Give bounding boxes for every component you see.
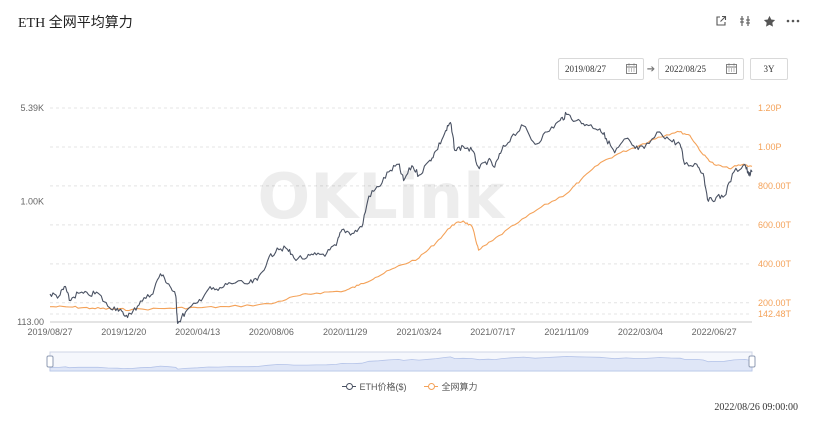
x-tick-label: 2022/03/04 — [618, 327, 663, 337]
legend-item-price[interactable]: ETH价格($) — [342, 380, 406, 393]
y-right-tick-label: 1.00P — [758, 142, 782, 152]
x-tick-label: 2022/06/27 — [692, 327, 737, 337]
end-date-field[interactable]: 2022/08/25 — [658, 58, 744, 80]
x-tick-label: 2021/11/09 — [544, 327, 588, 337]
x-tick-label: 2021/07/17 — [470, 327, 515, 337]
toolbar — [714, 14, 800, 28]
y-right-tick-label: 400.00T — [758, 259, 792, 269]
legend-price-label: ETH价格($) — [359, 382, 407, 392]
start-date-field[interactable]: 2019/08/27 — [558, 58, 644, 80]
x-tick-label: 2020/11/29 — [323, 327, 367, 337]
navigator-handle-right[interactable] — [748, 355, 756, 368]
x-tick-label: 2019/08/27 — [27, 327, 72, 337]
share-icon[interactable] — [714, 14, 728, 28]
end-date-value: 2022/08/25 — [665, 64, 707, 74]
y-right-tick-label: 142.48T — [758, 309, 792, 319]
compare-icon[interactable] — [738, 14, 752, 28]
x-tick-label: 2020/08/06 — [249, 327, 294, 337]
legend-hashrate-label: 全网算力 — [441, 382, 478, 392]
y-left-tick-label: 5.39K — [20, 103, 44, 113]
calendar-icon — [626, 63, 637, 76]
chart-card: ETH 全网平均算力 2019/08/27 ➔ 2022/08/25 — [6, 0, 814, 428]
legend-price-marker — [342, 383, 357, 391]
legend-hashrate-marker — [424, 383, 439, 391]
page-title: ETH 全网平均算力 — [18, 16, 133, 31]
legend-item-hashrate[interactable]: 全网算力 — [424, 380, 478, 393]
navigator-handle-left[interactable] — [46, 355, 54, 368]
x-tick-label: 2020/04/13 — [175, 327, 220, 337]
x-tick-label: 2021/03/24 — [396, 327, 441, 337]
date-range-picker: 2019/08/27 ➔ 2022/08/25 3Y — [558, 58, 788, 80]
range-3y-button[interactable]: 3Y — [750, 58, 788, 80]
hashrate-series-line — [50, 130, 753, 312]
star-icon[interactable] — [762, 14, 776, 28]
y-right-tick-label: 200.00T — [758, 298, 792, 308]
navigator-series — [49, 355, 753, 372]
watermark: OKLink — [258, 160, 507, 233]
y-right-tick-label: 600.00T — [758, 220, 792, 230]
chart-legend: ETH价格($) 全网算力 — [6, 380, 814, 393]
start-date-value: 2019/08/27 — [565, 64, 607, 74]
arrow-right-icon: ➔ — [646, 63, 656, 75]
y-right-tick-label: 1.20P — [758, 103, 782, 113]
y-right-tick-label: 800.00T — [758, 181, 792, 191]
y-left-tick-label: 113.00 — [17, 317, 44, 327]
update-timestamp: 2022/08/26 09:00:00 — [714, 402, 798, 413]
price-series-line — [49, 111, 753, 325]
calendar-icon — [726, 63, 737, 76]
more-icon[interactable] — [786, 14, 800, 28]
chart-area[interactable]: OKLink 5.39K 1.00K 113.00 1.20P 1.00P 800.00T 6… — [6, 96, 814, 378]
x-tick-label: 2019/12/20 — [101, 327, 146, 337]
y-left-tick-label: 1.00K — [20, 196, 44, 206]
